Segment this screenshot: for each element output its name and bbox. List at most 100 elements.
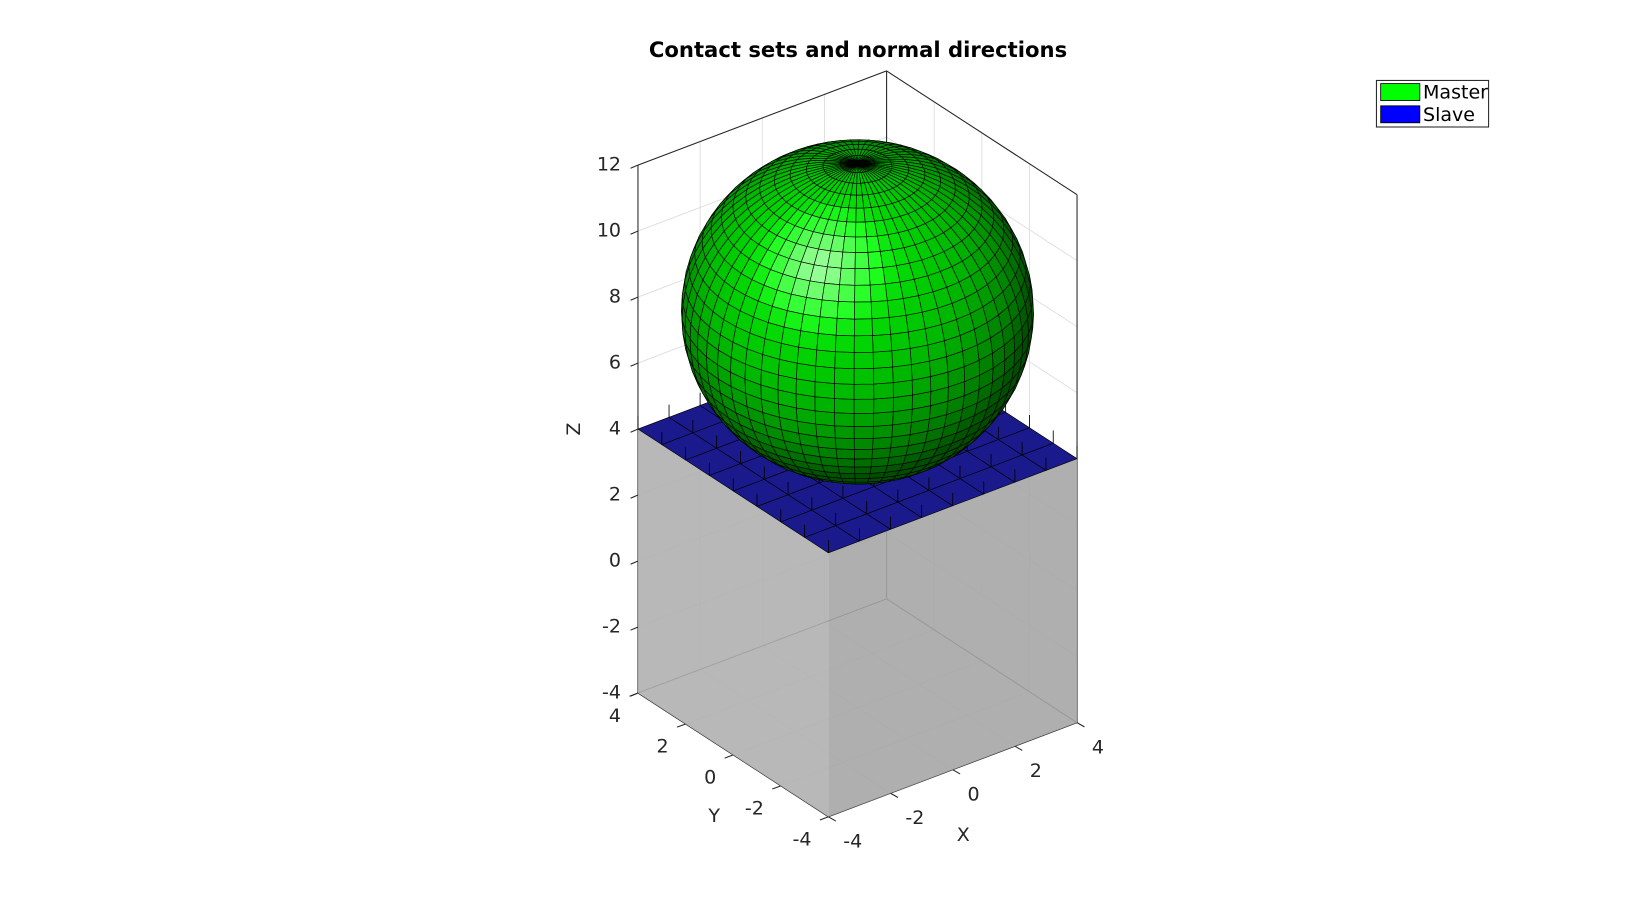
master-face	[854, 458, 873, 468]
master-face	[872, 436, 893, 450]
z-tick-label: 6	[609, 352, 621, 374]
master-face	[854, 252, 870, 270]
master-face	[854, 236, 869, 253]
master-face	[814, 365, 836, 384]
legend-swatch	[1380, 83, 1421, 101]
master-face	[800, 313, 821, 334]
tick-mark	[630, 560, 639, 565]
master-face	[871, 317, 891, 336]
master-face	[821, 282, 840, 302]
z-tick-label: -4	[602, 682, 621, 704]
master-face	[868, 267, 886, 286]
master-face	[842, 236, 856, 253]
x-axis-label: X	[957, 824, 970, 846]
master-face	[854, 301, 873, 320]
master-face	[870, 300, 890, 320]
chart-title: Contact sets and normal directions	[649, 37, 1067, 62]
master-face	[796, 346, 818, 367]
master-face	[815, 423, 836, 439]
master-face	[873, 366, 894, 385]
y-tick-label: 4	[609, 705, 621, 727]
master-face	[854, 466, 872, 475]
master-face	[836, 301, 855, 320]
z-tick-label: 10	[597, 220, 621, 242]
master-face	[872, 350, 893, 369]
master-face	[806, 280, 825, 301]
block-face	[637, 429, 829, 817]
legend-label: Slave	[1423, 104, 1475, 126]
z-tick-label: 0	[609, 550, 621, 572]
tick-mark	[630, 626, 639, 631]
master-face	[824, 266, 842, 286]
master-face	[837, 466, 856, 475]
master-face	[814, 381, 835, 399]
y-tick-label: 0	[704, 767, 716, 789]
master-face	[835, 437, 855, 450]
y-tick-label: -4	[792, 829, 811, 851]
x-tick-label: -2	[905, 807, 924, 829]
master-face	[836, 457, 855, 468]
master-face	[798, 330, 819, 351]
master-face	[853, 398, 875, 414]
tick-mark	[630, 494, 639, 499]
master-face	[892, 364, 913, 383]
master-face	[884, 281, 904, 302]
master-face	[834, 367, 855, 385]
tick-mark	[724, 754, 734, 759]
master-face	[817, 316, 838, 336]
master-face	[855, 207, 866, 223]
tick-mark	[630, 164, 639, 169]
master-face	[816, 333, 837, 353]
master-face	[834, 351, 855, 370]
master-face	[854, 284, 872, 303]
master-face	[855, 221, 867, 238]
master-face	[872, 424, 893, 439]
master-face	[872, 333, 893, 353]
master-face	[834, 412, 855, 427]
tick-mark	[952, 769, 961, 775]
tick-mark	[629, 692, 639, 697]
master-face	[814, 396, 835, 414]
master-face	[886, 298, 907, 318]
master-face	[839, 267, 856, 286]
tick-mark	[828, 816, 837, 822]
master-face	[890, 331, 911, 352]
master-face	[888, 314, 909, 335]
master-face	[869, 283, 888, 303]
master-face	[802, 297, 823, 318]
master-face	[837, 284, 856, 303]
master-face	[834, 425, 855, 440]
master-face	[819, 299, 839, 319]
master-face	[853, 368, 875, 385]
master-face	[839, 472, 856, 480]
z-tick-label: 8	[609, 286, 621, 308]
y-tick-label: -2	[745, 798, 764, 820]
tick-mark	[890, 792, 899, 798]
master-face	[854, 473, 871, 480]
master-face	[873, 411, 894, 427]
master-face	[846, 207, 857, 223]
master-face	[853, 438, 874, 450]
master-face	[834, 383, 855, 400]
master-face	[840, 251, 856, 270]
block-face	[828, 458, 1078, 817]
axis-edge	[886, 70, 1078, 196]
z-tick-label: 4	[609, 418, 621, 440]
master-face	[902, 295, 923, 316]
master-face	[873, 397, 894, 414]
y-axis-label: Y	[707, 805, 720, 827]
master-face	[855, 194, 865, 209]
tick-mark	[1076, 722, 1085, 728]
master-face	[905, 311, 926, 333]
tick-mark	[772, 785, 781, 790]
x-tick-label: 4	[1092, 737, 1104, 759]
master-face	[854, 478, 870, 483]
z-tick-label: -2	[602, 616, 621, 638]
tick-mark	[630, 230, 639, 235]
master-face	[853, 383, 875, 400]
tick-mark	[630, 296, 639, 301]
master-face	[827, 250, 844, 269]
master-face	[854, 268, 871, 286]
